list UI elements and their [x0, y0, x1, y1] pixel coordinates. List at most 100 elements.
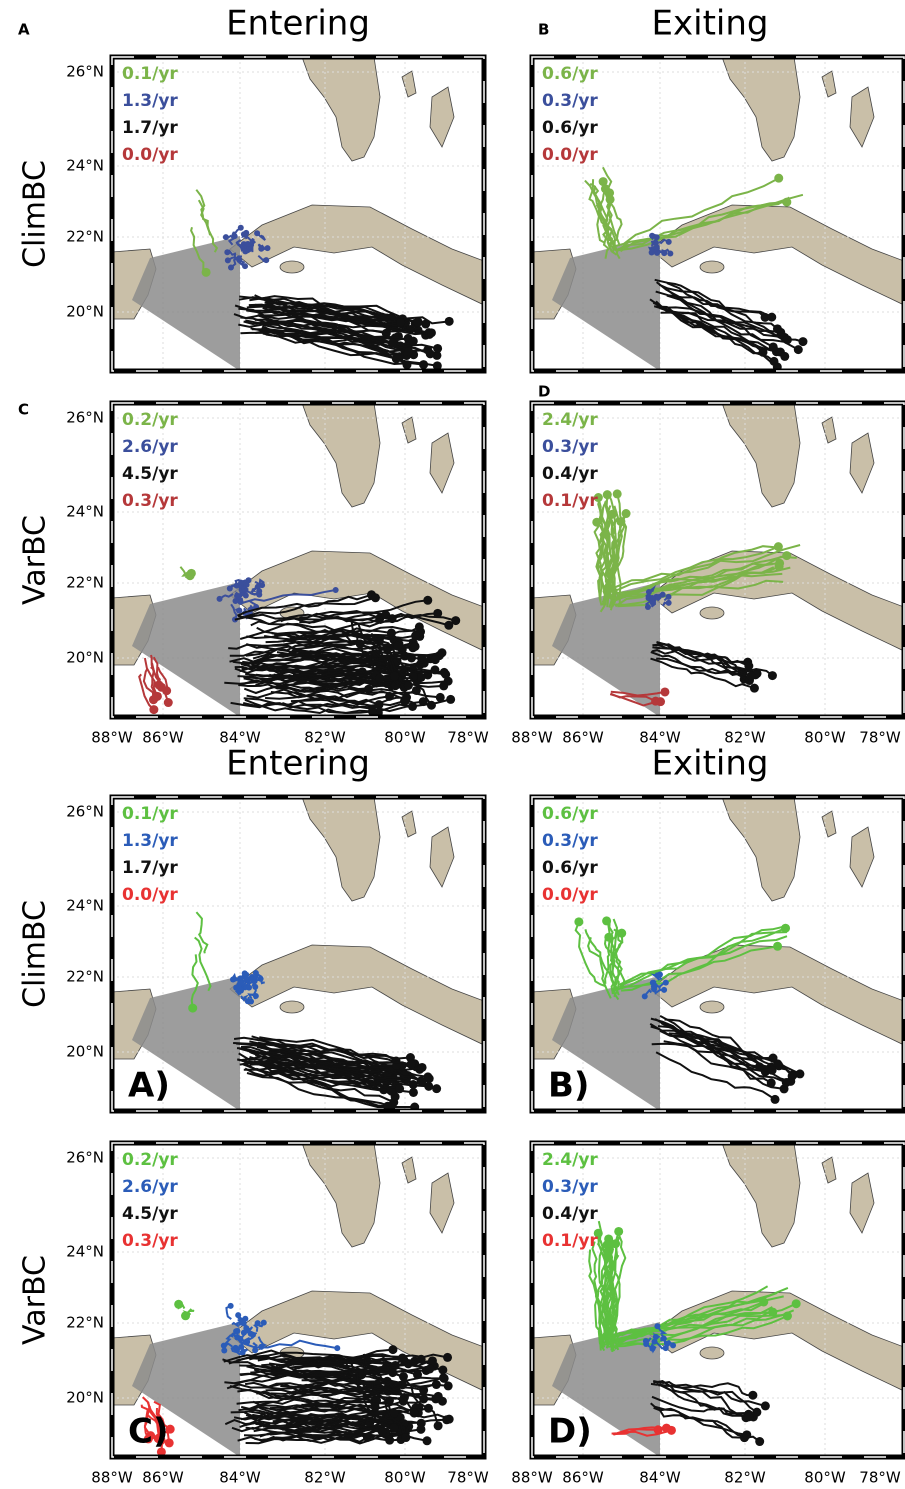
trajectory-end	[256, 591, 263, 598]
trajectory-end	[443, 1352, 453, 1362]
trajectory-end	[216, 595, 223, 602]
trajectory	[246, 633, 400, 650]
panel-label: A	[18, 21, 30, 39]
map-panel: 0.1/yr 1.3/yr 1.7/yr 0.0/yr A)	[109, 794, 487, 1114]
trajectory	[666, 294, 799, 351]
trajectory-end	[425, 1364, 435, 1374]
trajectory-end	[222, 234, 229, 241]
trajectory-end	[416, 1354, 426, 1364]
lon-label: 82°W	[304, 729, 346, 747]
trajectory-end	[392, 657, 402, 667]
trajectory	[267, 302, 419, 323]
trajectory	[240, 994, 249, 1002]
panel-label: D)	[548, 1412, 592, 1452]
trajectory-end	[444, 620, 454, 630]
trajectory-end	[644, 603, 651, 610]
trajectory	[574, 921, 606, 988]
trajectory-end	[432, 1084, 442, 1094]
trajectory	[195, 911, 209, 954]
trajectory-end	[430, 655, 440, 665]
trajectory-end	[227, 264, 234, 271]
trajectory	[379, 640, 433, 706]
rate-label: 2.4/yr	[542, 410, 598, 430]
trajectory-end	[243, 1327, 250, 1334]
rate-label: 0.6/yr	[542, 804, 598, 824]
trajectory-end	[174, 1299, 184, 1309]
map-panel: 0.6/yr 0.3/yr 0.6/yr 0.0/yr	[529, 54, 905, 374]
trajectory-end	[388, 338, 398, 348]
trajectory	[241, 589, 336, 604]
trajectory-end	[164, 1438, 174, 1448]
map-panel: 0.2/yr 2.6/yr 4.5/yr 0.3/yr C)	[109, 1140, 487, 1460]
rate-label: 0.1/yr	[122, 64, 178, 84]
trajectory	[190, 226, 207, 274]
trajectory-end	[660, 1335, 667, 1342]
trajectory	[238, 615, 392, 634]
lon-label: 84°W	[219, 1469, 261, 1487]
lon-label: 80°W	[384, 729, 426, 747]
trajectory-end	[431, 1394, 441, 1404]
rate-label: 0.3/yr	[542, 91, 598, 111]
trajectory-end	[381, 610, 391, 620]
trajectory	[230, 603, 238, 620]
trajectory-end	[370, 593, 380, 603]
trajectory-end	[406, 1059, 416, 1069]
rate-label: 0.0/yr	[542, 885, 598, 905]
trajectory-end	[755, 1437, 765, 1447]
trajectory-end	[770, 1094, 780, 1104]
trajectory	[349, 1358, 376, 1408]
trajectory-end	[617, 928, 627, 938]
trajectory-end	[444, 316, 454, 326]
trajectory-end	[667, 250, 674, 257]
trajectory	[617, 193, 804, 252]
trajectory-end	[426, 700, 436, 710]
trajectory	[653, 1380, 750, 1418]
trajectory	[244, 698, 373, 715]
trajectory-end	[254, 230, 261, 237]
trajectory-end	[766, 1078, 776, 1088]
trajectory-end	[418, 697, 428, 707]
trajectory	[587, 936, 615, 995]
trajectory-end	[767, 312, 777, 322]
trajectory-end	[226, 585, 233, 592]
lon-label: 82°W	[724, 1469, 766, 1487]
trajectory-end	[760, 1401, 770, 1411]
trajectory	[620, 1309, 795, 1337]
row-label: VarBC	[18, 515, 53, 605]
trajectory	[341, 629, 396, 677]
trajectory-end	[432, 361, 442, 371]
rate-label: 2.6/yr	[122, 437, 178, 457]
trajectory-end	[397, 1353, 407, 1363]
trajectory-end	[398, 1372, 408, 1382]
map-frame-dash	[531, 56, 905, 372]
trajectory-end	[416, 1424, 426, 1434]
trajectory-end	[660, 687, 670, 697]
trajectory-end	[402, 360, 412, 370]
trajectory	[245, 1426, 386, 1445]
trajectory	[257, 1041, 412, 1066]
trajectory	[656, 657, 774, 677]
trajectory-end	[263, 257, 270, 264]
trajectory	[618, 931, 787, 986]
trajectory-end	[746, 671, 756, 681]
trajectory-end	[798, 337, 808, 347]
trajectory-end	[185, 571, 195, 581]
trajectory	[251, 328, 408, 366]
trajectory	[267, 1059, 430, 1081]
trajectory-end	[651, 986, 658, 993]
trajectory	[253, 1060, 407, 1081]
map-panel: 0.6/yr 0.3/yr 0.6/yr 0.0/yr B)	[529, 794, 905, 1114]
trajectory	[654, 1018, 773, 1072]
rate-label: 0.0/yr	[122, 145, 178, 165]
trajectory-end	[404, 347, 414, 357]
rate-label: 0.4/yr	[542, 464, 598, 484]
trajectory-end	[156, 1447, 166, 1457]
trajectory	[265, 633, 416, 644]
trajectory	[612, 579, 784, 606]
trajectory	[138, 673, 155, 711]
lat-label: 20°N	[66, 649, 104, 667]
lon-label: 86°W	[562, 729, 604, 747]
trajectory-end	[654, 1323, 661, 1330]
trajectory	[254, 294, 418, 324]
trajectory	[150, 662, 158, 698]
